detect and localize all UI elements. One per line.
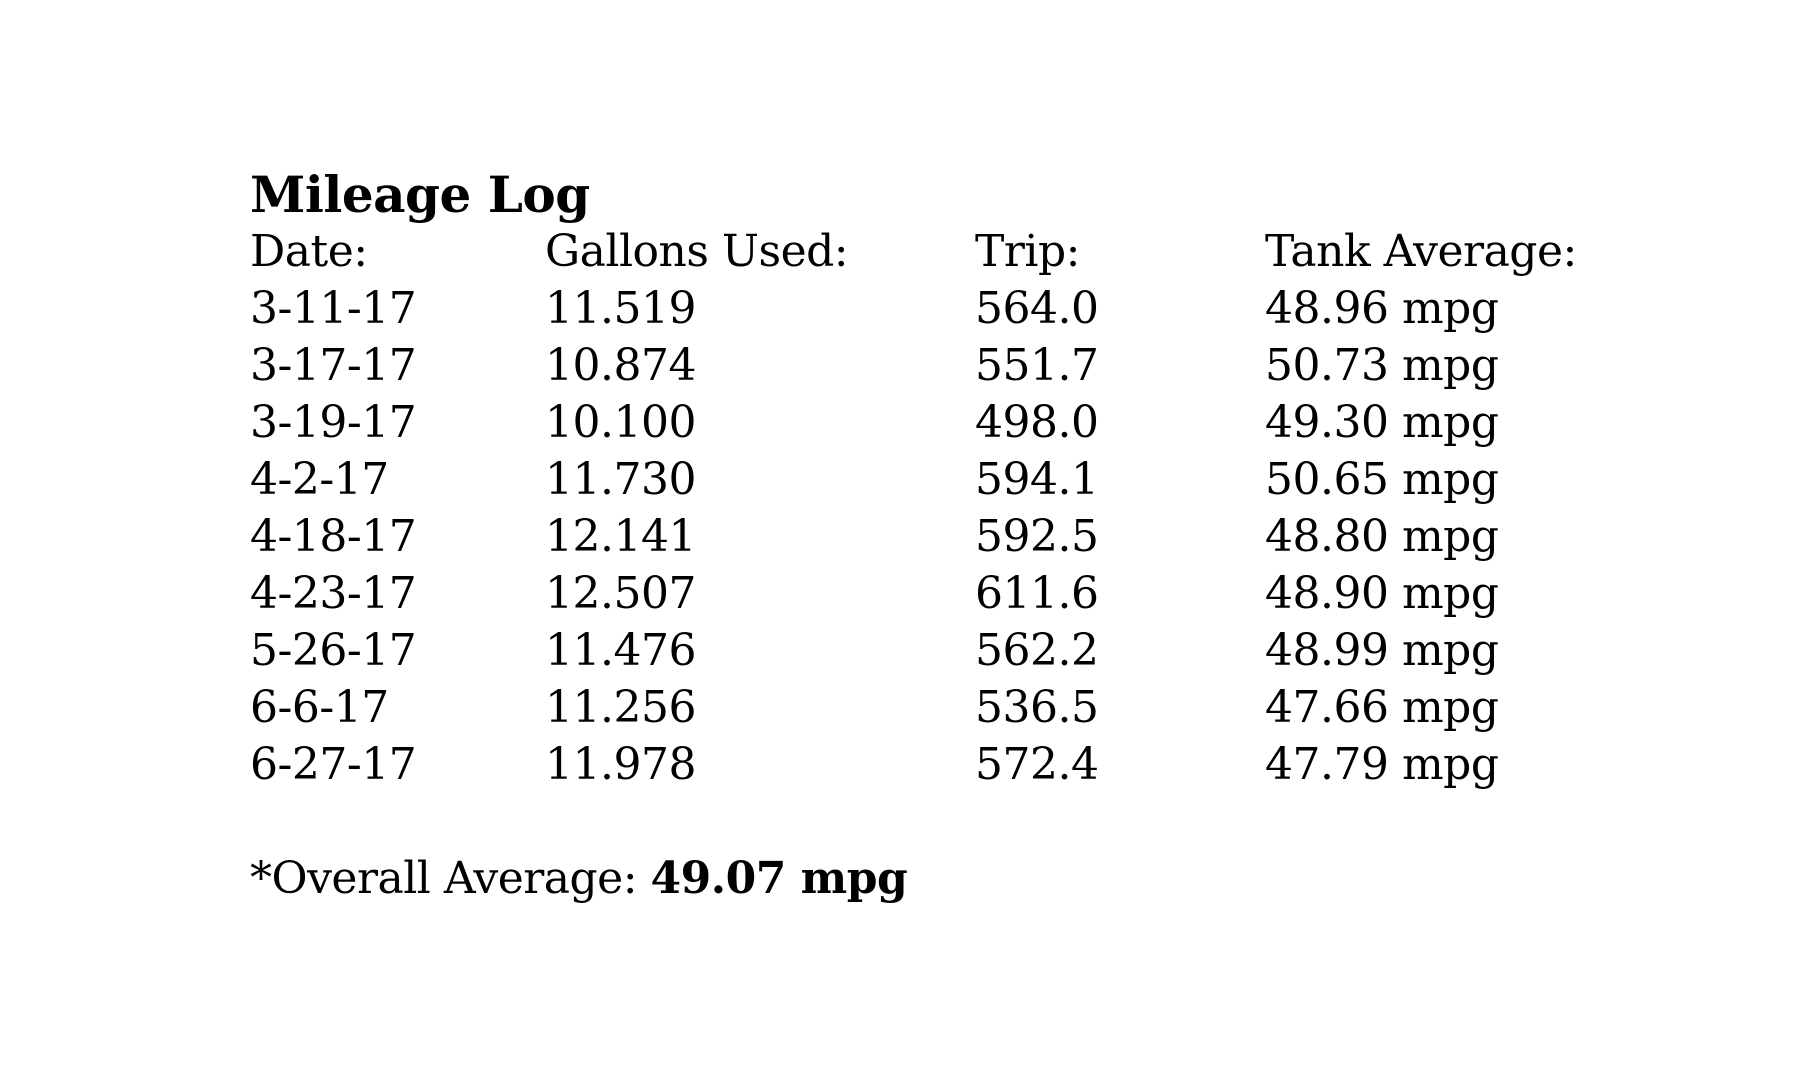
table-cell: 6-27-17 xyxy=(250,739,417,790)
table-cell: 5-26-17 xyxy=(250,625,417,676)
table-cell: 4-23-17 xyxy=(250,568,417,619)
table-cell: 11.978 xyxy=(545,739,696,790)
table-row: 4-23-17 12.507 611.6 48.90 mpg xyxy=(250,565,1670,622)
table-cell: 47.79 mpg xyxy=(1265,739,1499,790)
table-cell: 498.0 xyxy=(975,397,1099,448)
overall-average-line: *Overall Average: 49.07 mpg xyxy=(250,850,1670,907)
table-row: 6-6-17 11.256 536.5 47.66 mpg xyxy=(250,679,1670,736)
table-cell: 11.256 xyxy=(545,682,696,733)
table-cell: 564.0 xyxy=(975,283,1099,334)
table-cell: 48.96 mpg xyxy=(1265,283,1499,334)
table-cell: 11.730 xyxy=(545,454,696,505)
table-cell: 49.30 mpg xyxy=(1265,397,1499,448)
table-cell: 536.5 xyxy=(975,682,1099,733)
table-row: 5-26-17 11.476 562.2 48.99 mpg xyxy=(250,622,1670,679)
table-cell: 594.1 xyxy=(975,454,1099,505)
table-cell: 4-2-17 xyxy=(250,454,389,505)
table-row: 4-2-17 11.730 594.1 50.65 mpg xyxy=(250,451,1670,508)
mileage-table: Date: Gallons Used: Trip: Tank Average: 3-11… xyxy=(250,223,1670,793)
table-cell: 48.90 mpg xyxy=(1265,568,1499,619)
table-cell: 11.476 xyxy=(545,625,696,676)
table-cell: 3-17-17 xyxy=(250,340,417,391)
table-cell: 48.99 mpg xyxy=(1265,625,1499,676)
table-cell: 562.2 xyxy=(975,625,1099,676)
table-cell: 592.5 xyxy=(975,511,1099,562)
table-header-row: Date: Gallons Used: Trip: Tank Average: xyxy=(250,223,1670,280)
table-cell: 4-18-17 xyxy=(250,511,417,562)
table-cell: 12.141 xyxy=(545,511,696,562)
table-cell: 3-11-17 xyxy=(250,283,417,334)
table-cell: 551.7 xyxy=(975,340,1099,391)
overall-average-value: 49.07 mpg xyxy=(650,853,908,904)
table-cell: 10.874 xyxy=(545,340,696,391)
table-cell: 10.100 xyxy=(545,397,696,448)
header-cell: Tank Average: xyxy=(1265,226,1577,277)
overall-average-label: *Overall Average: xyxy=(250,853,651,904)
table-row: 3-11-17 11.519 564.0 48.96 mpg xyxy=(250,280,1670,337)
table-row: 3-19-17 10.100 498.0 49.30 mpg xyxy=(250,394,1670,451)
table-cell: 3-19-17 xyxy=(250,397,417,448)
table-row: 6-27-17 11.978 572.4 47.79 mpg xyxy=(250,736,1670,793)
table-cell: 50.73 mpg xyxy=(1265,340,1499,391)
table-cell: 6-6-17 xyxy=(250,682,389,733)
table-row: 3-17-17 10.874 551.7 50.73 mpg xyxy=(250,337,1670,394)
table-cell: 572.4 xyxy=(975,739,1099,790)
table-cell: 47.66 mpg xyxy=(1265,682,1499,733)
table-cell: 611.6 xyxy=(975,568,1099,619)
table-cell: 11.519 xyxy=(545,283,696,334)
document-title: Mileage Log xyxy=(250,165,590,224)
table-row: 4-18-17 12.141 592.5 48.80 mpg xyxy=(250,508,1670,565)
table-cell: 12.507 xyxy=(545,568,696,619)
table-cell: 50.65 mpg xyxy=(1265,454,1499,505)
header-cell: Date: xyxy=(250,226,368,277)
header-cell: Trip: xyxy=(975,226,1080,277)
header-cell: Gallons Used: xyxy=(545,226,849,277)
table-cell: 48.80 mpg xyxy=(1265,511,1499,562)
document-page: Mileage Log Date: Gallons Used: Trip: Tank … xyxy=(250,166,1670,907)
